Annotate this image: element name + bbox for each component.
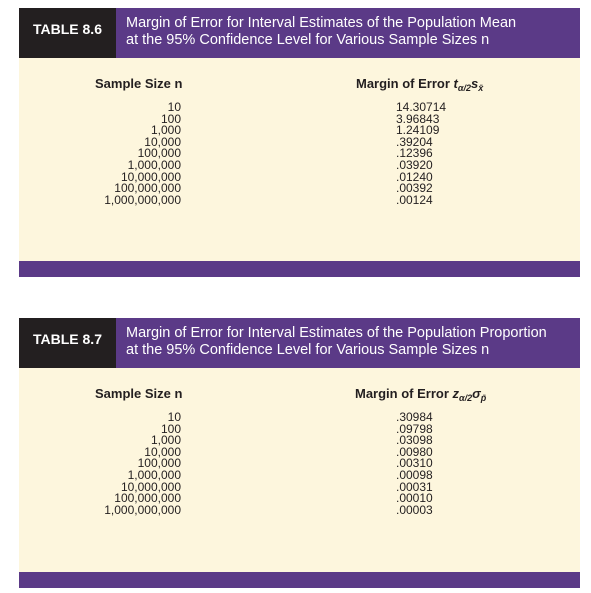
table-cell: .00392 bbox=[396, 181, 433, 196]
table-cell: .01240 bbox=[396, 169, 433, 184]
table-label: TABLE 8.7 bbox=[19, 318, 116, 368]
sample-size-column: 10 100 1,000 10,000 100,000 1,000,000 10… bbox=[19, 100, 181, 207]
table-cell: 100,000,000 bbox=[114, 491, 181, 506]
sample-size-header: Sample Size n bbox=[95, 76, 183, 91]
table-footer-bar bbox=[19, 572, 580, 588]
table-8-7: TABLE 8.7 Margin of Error for Interval E… bbox=[19, 318, 580, 588]
table-cell: .30984 bbox=[396, 410, 433, 424]
pbar-subscript: p̄ bbox=[480, 393, 487, 403]
alpha-subscript: α/2 bbox=[459, 393, 473, 403]
t-symbol: t bbox=[453, 76, 458, 91]
table-cell: 1,000,000,000 bbox=[104, 192, 181, 207]
table-cell: .09798 bbox=[396, 421, 433, 436]
table-title: Margin of Error for Interval Estimates o… bbox=[116, 8, 580, 58]
table-cell: 10 bbox=[167, 410, 181, 424]
table-title: Margin of Error for Interval Estimates o… bbox=[116, 318, 580, 368]
table-cell: 3.96843 bbox=[396, 111, 440, 126]
margin-of-error-header: Margin of Error tα/2sx̄ bbox=[356, 76, 483, 93]
sample-size-header: Sample Size n bbox=[95, 386, 183, 401]
z-symbol: z bbox=[452, 386, 460, 401]
table-8-6: TABLE 8.6 Margin of Error for Interval E… bbox=[19, 8, 580, 277]
s-symbol: s bbox=[470, 76, 479, 91]
table-cell: 10,000,000 bbox=[120, 479, 181, 494]
title-line-1: Margin of Error for Interval Estimates o… bbox=[126, 325, 547, 341]
table-cell: 100 bbox=[160, 421, 181, 436]
table-cell: 10 bbox=[167, 100, 181, 114]
table-cell: 1,000,000,000 bbox=[104, 502, 181, 517]
table-cell: .00980 bbox=[396, 444, 433, 459]
table-cell: 10,000 bbox=[144, 444, 181, 459]
title-line-2: at the 95% Confidence Level for Various … bbox=[126, 32, 490, 48]
table-cell: 1,000 bbox=[150, 433, 181, 448]
margin-column: 14.30714 3.96843 1.24109 .39204 .12396 .… bbox=[396, 100, 447, 207]
table-cell: 10,000 bbox=[144, 134, 181, 149]
margin-header-text: Margin of Error bbox=[355, 386, 453, 401]
title-line-2: at the 95% Confidence Level for Various … bbox=[126, 342, 490, 358]
table-cell: .00098 bbox=[396, 467, 433, 482]
margin-header-text: Margin of Error bbox=[356, 76, 454, 91]
table-cell: .12396 bbox=[396, 146, 433, 161]
title-line-1: Margin of Error for Interval Estimates o… bbox=[126, 15, 517, 31]
table-cell: 1.24109 bbox=[396, 123, 440, 138]
table-cell: .03098 bbox=[396, 433, 433, 448]
sample-size-column: 10 100 1,000 10,000 100,000 1,000,000 10… bbox=[19, 410, 181, 517]
table-body: Sample Size n Margin of Error tα/2sx̄ 10… bbox=[19, 58, 580, 261]
alpha-subscript: α/2 bbox=[457, 83, 471, 93]
table-cell: .00003 bbox=[396, 502, 433, 517]
table-cell: 10,000,000 bbox=[120, 169, 181, 184]
table-label: TABLE 8.6 bbox=[19, 8, 116, 58]
table-body: Sample Size n Margin of Error zα/2σp̄ 10… bbox=[19, 368, 580, 572]
sigma-symbol: σ bbox=[472, 386, 481, 401]
table-cell: 1,000,000 bbox=[127, 157, 181, 172]
table-cell: .39204 bbox=[396, 134, 433, 149]
margin-column: .30984 .09798 .03098 .00980 .00310 .0009… bbox=[396, 410, 433, 517]
table-header: TABLE 8.6 Margin of Error for Interval E… bbox=[19, 8, 580, 58]
table-cell: 100,000 bbox=[137, 456, 181, 471]
table-cell: .00124 bbox=[396, 192, 433, 207]
xbar-subscript: x̄ bbox=[478, 83, 484, 93]
table-cell: 100,000 bbox=[137, 146, 181, 161]
table-cell: .00010 bbox=[396, 491, 433, 506]
table-cell: .00310 bbox=[396, 456, 433, 471]
margin-of-error-header: Margin of Error zα/2σp̄ bbox=[355, 386, 486, 403]
table-cell: 1,000 bbox=[150, 123, 181, 138]
table-cell: 100,000,000 bbox=[114, 181, 181, 196]
table-cell: 1,000,000 bbox=[127, 467, 181, 482]
table-cell: 100 bbox=[160, 111, 181, 126]
table-header: TABLE 8.7 Margin of Error for Interval E… bbox=[19, 318, 580, 368]
table-cell: .00031 bbox=[396, 479, 433, 494]
table-cell: 14.30714 bbox=[396, 100, 447, 114]
table-cell: .03920 bbox=[396, 157, 433, 172]
table-footer-bar bbox=[19, 261, 580, 277]
